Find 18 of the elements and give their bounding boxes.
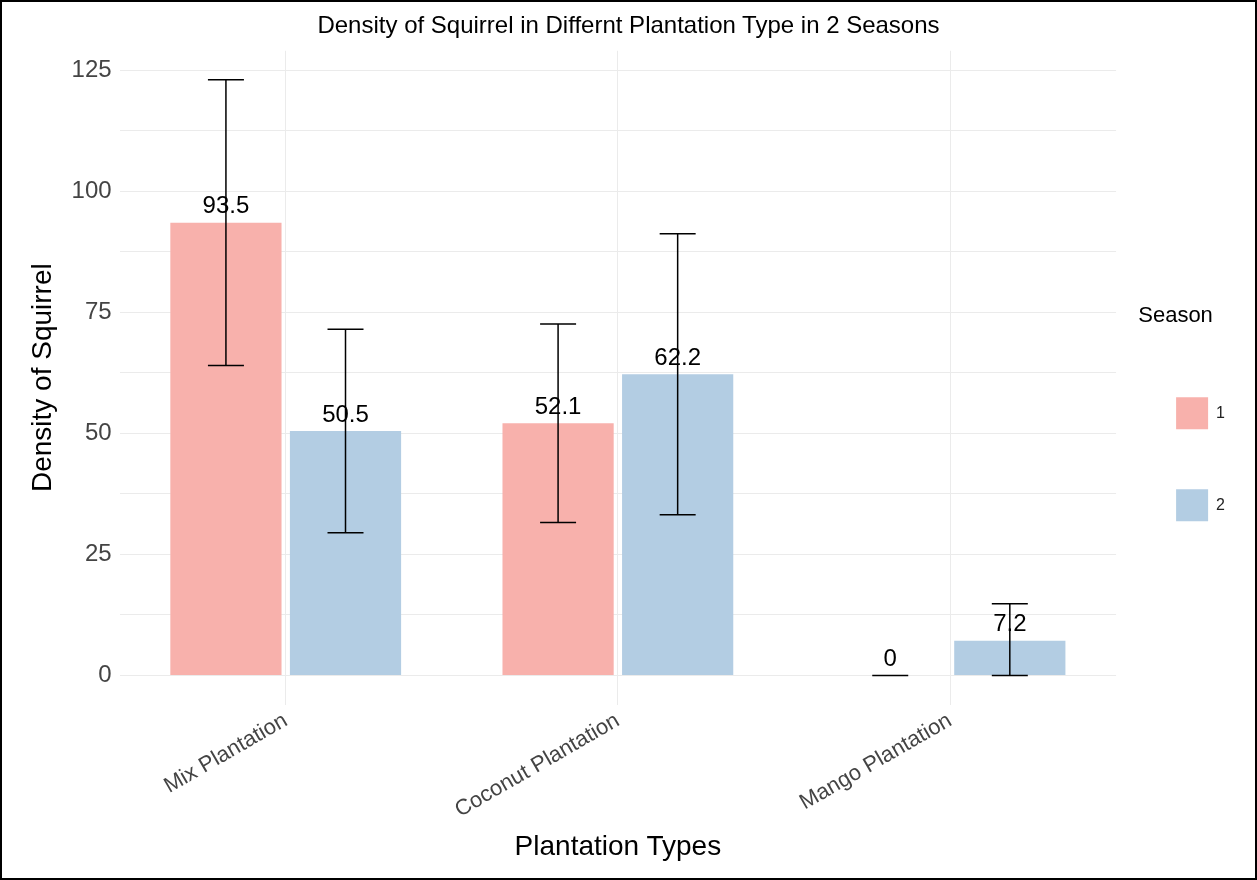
y-tick-label: 0 (98, 660, 112, 688)
bar (289, 430, 402, 676)
y-tick-label: 25 (84, 539, 112, 567)
bar (170, 222, 282, 676)
bar (622, 374, 734, 676)
legend-label: 2 (1216, 495, 1226, 513)
x-axis-title: Plantation Types (514, 829, 722, 861)
y-tick-label: 125 (71, 54, 112, 82)
data-label: 0 (883, 644, 897, 672)
bar (954, 640, 1066, 676)
bar (502, 423, 614, 676)
legend-title: Season (1138, 301, 1213, 327)
y-tick-label: 75 (84, 296, 112, 324)
legend-label: 1 (1216, 403, 1226, 421)
y-tick-label: 100 (71, 175, 112, 203)
y-axis-title: Density of Squirrel (25, 263, 57, 493)
y-tick-label: 50 (84, 418, 112, 446)
chart-title: Density of Squirrel in Differnt Plantation Type in 2 Seasons (317, 11, 940, 39)
